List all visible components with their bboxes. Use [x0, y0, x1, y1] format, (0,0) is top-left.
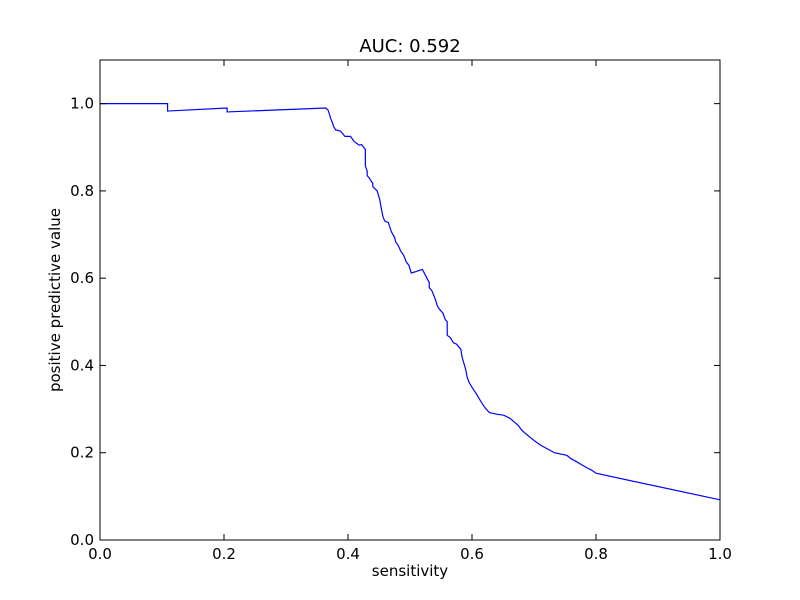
y-tick-label: 0.6 — [70, 269, 94, 287]
series-line-0 — [100, 103, 721, 501]
plot-frame — [99, 59, 721, 541]
x-tick-label: 0.2 — [212, 545, 236, 563]
y-tick-label: 1.0 — [70, 95, 94, 113]
y-tick-label: 0.8 — [70, 182, 94, 200]
ticks-layer: 0.0 0.2 0.4 0.6 0.8 1.0 0.0 0.2 0.4 0.6 0.8 1.0 — [70, 60, 732, 563]
x-tick-label: 0.6 — [460, 545, 484, 563]
y-tick-label: 0.2 — [70, 444, 94, 462]
x-tick-label: 0.4 — [336, 545, 360, 563]
y-axis-label: positive predictive value — [46, 208, 64, 392]
chart-title: AUC: 0.592 — [359, 36, 460, 57]
y-tick-label: 0.0 — [70, 531, 94, 549]
plot-area — [100, 60, 720, 540]
x-tick-label: 0.8 — [584, 545, 608, 563]
x-tick-label: 0.0 — [88, 545, 112, 563]
series-layer — [100, 103, 721, 501]
y-tick-label: 0.4 — [70, 356, 94, 374]
x-axis-label: sensitivity — [372, 562, 449, 580]
x-tick-label: 1.0 — [708, 545, 732, 563]
